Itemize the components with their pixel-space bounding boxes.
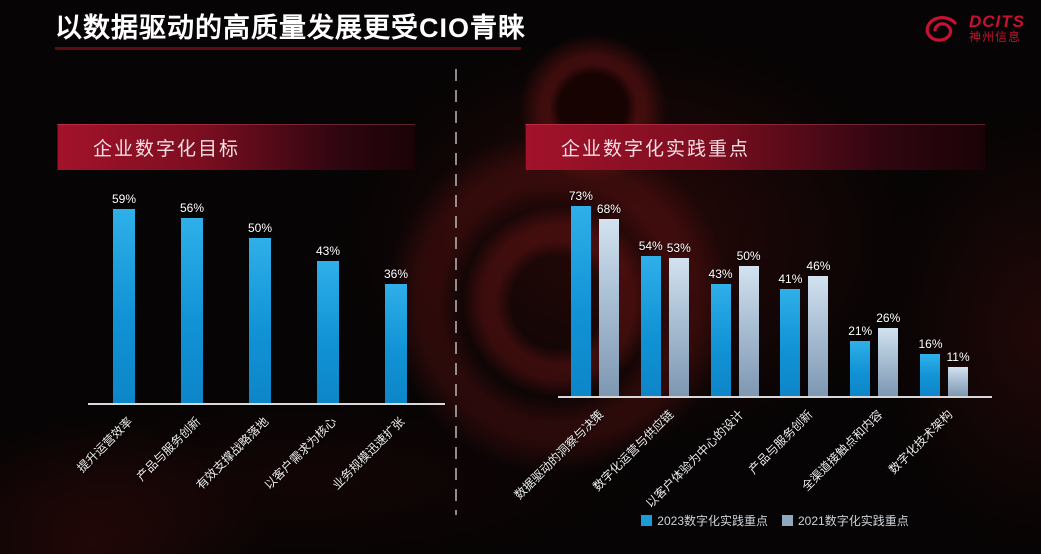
x-axis-label: 产品与服务创新 xyxy=(746,407,816,477)
bar-value-label: 50% xyxy=(736,249,761,263)
practice-bar-group: 21% 26% xyxy=(839,192,909,396)
bar-value-label: 53% xyxy=(666,241,691,255)
bar-value-label: 21% xyxy=(848,324,873,338)
series-bar-column: 46% xyxy=(806,259,830,396)
series-bar-column: 73% xyxy=(569,189,593,396)
series-bar-column: 21% xyxy=(848,324,872,396)
series-bar-column: 68% xyxy=(597,202,621,396)
x-axis-label: 产品与服务创新 xyxy=(134,414,204,484)
right-x-axis-line xyxy=(558,396,992,398)
series-bar-column: 50% xyxy=(737,249,761,396)
goal-bar xyxy=(181,218,203,403)
bar-value-label: 41% xyxy=(778,272,803,286)
logo-name: DCITS xyxy=(969,12,1025,31)
bar-2023 xyxy=(710,284,731,396)
dcits-swirl-icon xyxy=(925,16,957,42)
goal-bar xyxy=(385,284,407,403)
bar-value-label: 50% xyxy=(247,221,273,235)
bar-2021 xyxy=(948,367,969,396)
bar-value-label: 59% xyxy=(111,192,137,206)
practice-bar-group: 16% 11% xyxy=(909,192,979,396)
goal-bar xyxy=(317,261,339,403)
legend-label: 2023数字化实践重点 xyxy=(657,514,768,528)
left-chart-title-banner: 企业数字化目标 xyxy=(57,124,415,170)
legend-item: 2023数字化实践重点 xyxy=(641,512,768,529)
left-chart-title: 企业数字化目标 xyxy=(93,138,241,160)
right-x-axis-labels: 数据驱动的洞察与决策 数字化运营与供应链 以客户体验为中心的设计 产品与服务创新 全渠道… xyxy=(511,396,979,511)
bar-2023 xyxy=(850,341,871,396)
goal-bar xyxy=(249,238,271,403)
bar-value-label: 36% xyxy=(383,267,409,281)
bar-value-label: 11% xyxy=(946,350,970,364)
legend-swatch xyxy=(641,515,653,526)
bar-2021 xyxy=(878,328,899,396)
bar-value-label: 16% xyxy=(918,337,943,351)
dcits-logo: DCITS 神州信息 xyxy=(922,13,1025,45)
practice-bar-group: 54% 53% xyxy=(630,192,700,396)
goal-bar-group: 56% xyxy=(158,192,226,403)
bar-2021 xyxy=(668,258,689,396)
legend-swatch xyxy=(782,515,793,526)
title-underline xyxy=(55,47,521,50)
practice-bar-group: 43% 50% xyxy=(700,192,770,396)
x-axis-label: 数字化技术架构 xyxy=(886,407,956,477)
bar-2023 xyxy=(920,354,941,396)
left-x-axis-line xyxy=(88,403,445,405)
bar-value-label: 68% xyxy=(596,202,621,216)
bar-2023 xyxy=(780,289,801,396)
bar-2021 xyxy=(598,219,619,396)
bar-value-label: 46% xyxy=(806,259,831,273)
series-bar-column: 41% xyxy=(778,272,802,396)
chart-legend: 2023数字化实践重点 2021数字化实践重点 xyxy=(558,512,992,529)
bar-2021 xyxy=(808,276,829,396)
bar-value-label: 73% xyxy=(568,189,593,203)
logo-subtitle: 神州信息 xyxy=(969,30,1022,44)
series-bar-column: 26% xyxy=(876,311,900,396)
bar-2021 xyxy=(738,266,759,396)
bar-value-label: 43% xyxy=(708,267,733,281)
goal-bar-group: 59% xyxy=(90,192,158,403)
series-bar-column: 53% xyxy=(667,241,691,396)
goal-bar-group: 36% xyxy=(362,192,430,403)
right-chart-title: 企业数字化实践重点 xyxy=(561,138,751,160)
series-bar-column: 11% xyxy=(947,350,970,396)
goal-bar-group: 50% xyxy=(226,192,294,403)
legend-item: 2021数字化实践重点 xyxy=(782,512,909,529)
bar-value-label: 56% xyxy=(179,201,205,215)
bar-value-label: 43% xyxy=(315,244,341,258)
goals-bar-chart: 59% 56% 50% 43% 36% xyxy=(90,192,430,403)
practice-bar-group: 41% 46% xyxy=(769,192,839,396)
bar-2023 xyxy=(570,206,591,396)
series-bar-column: 43% xyxy=(709,267,733,396)
goal-bar xyxy=(113,209,135,403)
x-axis-label: 业务规模迅速扩张 xyxy=(329,414,408,493)
logo-text: DCITS 神州信息 xyxy=(969,12,1025,44)
practice-bar-group: 73% 68% xyxy=(560,189,630,396)
bar-value-label: 26% xyxy=(876,311,901,325)
series-bar-column: 54% xyxy=(639,239,663,396)
left-x-axis-labels: 提升运营效率 产品与服务创新 有效支撑战略落地 以客户需求为核心 业务规模迅速扩张 xyxy=(74,403,430,518)
bar-2023 xyxy=(640,256,661,396)
right-chart-title-banner: 企业数字化实践重点 xyxy=(525,124,985,170)
practice-bar-chart: 73% 68% 54% 53% 43% 50% 41% 46% 21% 26% 16% 11% xyxy=(560,189,979,396)
x-axis-label: 提升运营效率 xyxy=(74,414,136,476)
bar-value-label: 54% xyxy=(638,239,663,253)
goal-bar-group: 43% xyxy=(294,192,362,403)
slide-title: 以数据驱动的高质量发展更受CIO青睐 xyxy=(55,13,527,43)
legend-label: 2021数字化实践重点 xyxy=(798,514,909,528)
series-bar-column: 16% xyxy=(918,337,943,396)
section-divider-dashed xyxy=(455,69,457,515)
x-axis-label: 数据驱动的洞察与决策 xyxy=(511,407,607,503)
